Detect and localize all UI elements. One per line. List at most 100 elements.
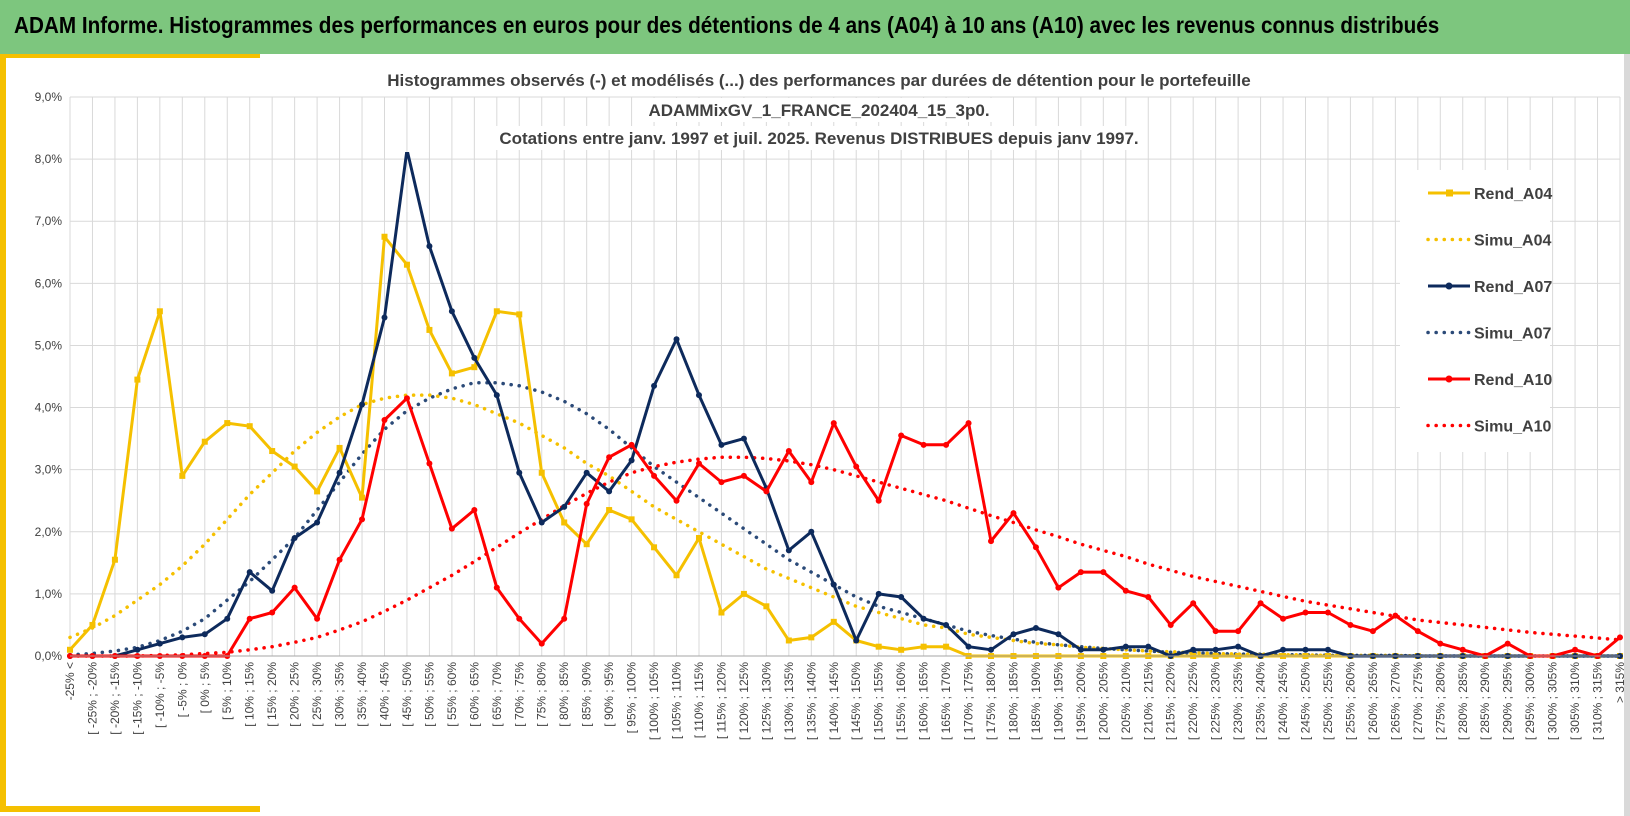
- x-tick-label: [ -25% ; -20%: [85, 662, 99, 735]
- data-point-rend-a07: [718, 441, 725, 448]
- data-point-rend-a07: [673, 336, 680, 343]
- data-point-rend-a07: [785, 547, 792, 554]
- data-point-rend-a07: [561, 503, 568, 510]
- x-tick-label: [ 205% ; 210%: [1119, 662, 1133, 740]
- legend-marker-rend-a04: [1446, 189, 1453, 197]
- data-point-rend-a04: [67, 646, 73, 653]
- data-point-rend-a04: [561, 519, 568, 526]
- data-point-rend-a04: [224, 420, 231, 427]
- data-point-rend-a07: [988, 646, 995, 653]
- data-point-rend-a04: [156, 308, 163, 315]
- data-point-rend-a04: [403, 261, 410, 268]
- data-point-rend-a07: [426, 243, 433, 250]
- data-point-rend-a07: [134, 646, 141, 653]
- x-tick-label: [ 200% ; 205%: [1096, 662, 1110, 740]
- data-point-rend-a04: [830, 618, 837, 625]
- x-tick-label: [ 5% ; 10%: [220, 662, 234, 720]
- data-point-rend-a04: [673, 572, 680, 579]
- data-point-rend-a07: [1145, 643, 1152, 650]
- data-point-rend-a10: [1414, 628, 1421, 635]
- data-point-rend-a07: [1324, 646, 1331, 653]
- x-tick-label: [ 140% ; 145%: [827, 662, 841, 740]
- x-tick-label: [ 170% ; 175%: [962, 662, 976, 740]
- x-tick-label: [ 125% ; 130%: [759, 662, 773, 740]
- data-point-rend-a04: [651, 544, 658, 551]
- data-point-rend-a07: [1280, 646, 1287, 653]
- frame-right-border: [1624, 54, 1630, 816]
- chart-title-bg: [495, 126, 1143, 150]
- x-tick-label: [ 185% ; 190%: [1029, 662, 1043, 740]
- banner-title: ADAM Informe. Histogrammes des performan…: [14, 12, 1440, 38]
- data-point-rend-a10: [1392, 612, 1399, 619]
- data-point-rend-a07: [1077, 646, 1084, 653]
- x-tick-label: [ 135% ; 140%: [804, 662, 818, 740]
- y-tick-label: 7,0%: [35, 214, 63, 228]
- data-point-rend-a07: [359, 401, 366, 408]
- data-point-rend-a10: [853, 463, 860, 470]
- x-tick-label: > 315%: [1613, 662, 1627, 703]
- data-point-rend-a10: [808, 479, 815, 486]
- data-point-rend-a07: [1032, 625, 1039, 632]
- data-point-rend-a07: [246, 569, 253, 576]
- data-point-rend-a10: [1347, 621, 1354, 628]
- x-tick-label: [ 175% ; 180%: [984, 662, 998, 740]
- x-tick-label: [ 180% ; 185%: [1006, 662, 1020, 740]
- data-point-rend-a07: [269, 587, 276, 594]
- y-tick-label: 5,0%: [35, 338, 63, 352]
- chart-title-line: ADAMMixGV_1_FRANCE_202404_15_3p0.: [648, 101, 989, 120]
- data-point-rend-a07: [583, 469, 590, 476]
- x-tick-label: [ 160% ; 165%: [917, 662, 931, 740]
- data-point-rend-a07: [404, 152, 409, 153]
- data-point-rend-a10: [763, 488, 770, 495]
- x-tick-label: [ 235% ; 240%: [1254, 662, 1268, 740]
- legend-label-simu-a10: Simu_A10: [1474, 419, 1551, 436]
- data-point-rend-a07: [1100, 646, 1107, 653]
- data-point-rend-a07: [201, 631, 208, 638]
- data-point-rend-a10: [1437, 640, 1444, 647]
- data-point-rend-a04: [943, 643, 950, 650]
- data-point-rend-a04: [471, 364, 478, 371]
- data-point-rend-a04: [516, 311, 523, 318]
- legend-marker-rend-a07: [1445, 282, 1453, 290]
- data-point-rend-a10: [403, 395, 410, 402]
- data-point-rend-a10: [381, 416, 388, 423]
- data-point-rend-a04: [134, 376, 141, 383]
- data-point-rend-a07: [1235, 643, 1242, 650]
- data-point-rend-a07: [1302, 646, 1309, 653]
- x-tick-label: [ 215% ; 220%: [1164, 662, 1178, 740]
- data-point-rend-a10: [898, 432, 905, 439]
- data-point-rend-a10: [673, 497, 680, 504]
- data-point-rend-a10: [651, 472, 658, 479]
- x-tick-label: [ 295% ; 300%: [1523, 662, 1537, 740]
- data-point-rend-a07: [628, 457, 635, 464]
- x-tick-label: [ 85% ; 90%: [580, 662, 594, 727]
- x-tick-label: [ 145% ; 150%: [849, 662, 863, 740]
- data-point-rend-a10: [493, 584, 500, 591]
- data-point-rend-a10: [965, 420, 972, 427]
- x-tick-label: [ 165% ; 170%: [939, 662, 953, 740]
- x-tick-label: [ 210% ; 215%: [1141, 662, 1155, 740]
- data-point-rend-a10: [1145, 593, 1152, 600]
- data-point-rend-a07: [156, 640, 163, 647]
- data-point-rend-a10: [561, 615, 568, 622]
- x-tick-label: [ -5% ; 0%: [175, 662, 189, 718]
- x-tick-label: [ 240% ; 245%: [1276, 662, 1290, 740]
- data-point-rend-a04: [291, 463, 298, 470]
- data-point-rend-a10: [1032, 544, 1039, 551]
- x-tick-label: [ 45% ; 50%: [400, 662, 414, 727]
- chart-title-line: Cotations entre janv. 1997 et juil. 2025…: [499, 129, 1138, 148]
- data-point-rend-a04: [628, 516, 635, 523]
- x-tick-label: [ 40% ; 45%: [377, 662, 391, 727]
- data-point-rend-a10: [538, 640, 545, 647]
- data-point-rend-a04: [718, 609, 725, 616]
- data-point-rend-a10: [516, 615, 523, 622]
- data-point-rend-a10: [1504, 640, 1511, 647]
- data-point-rend-a04: [808, 634, 815, 641]
- y-tick-label: 6,0%: [35, 276, 63, 290]
- x-tick-label: [ 100% ; 105%: [647, 662, 661, 740]
- data-point-rend-a04: [179, 472, 186, 479]
- data-point-rend-a10: [1212, 628, 1219, 635]
- chart-title-bg: [383, 68, 1255, 92]
- x-tick-label: [ 25% ; 30%: [310, 662, 324, 727]
